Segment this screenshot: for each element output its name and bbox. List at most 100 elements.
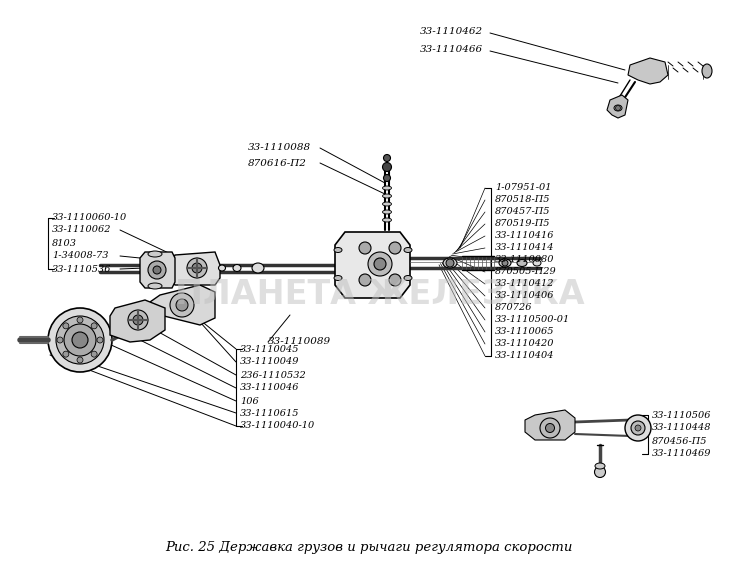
Ellipse shape	[218, 265, 226, 271]
Text: 33-1110469: 33-1110469	[652, 450, 711, 459]
Circle shape	[368, 252, 392, 276]
Ellipse shape	[404, 248, 412, 252]
Text: 33-1110040-10: 33-1110040-10	[240, 422, 315, 431]
Circle shape	[57, 337, 63, 343]
Ellipse shape	[382, 186, 391, 190]
Circle shape	[502, 260, 508, 266]
Text: 1-07951-01: 1-07951-01	[495, 184, 551, 193]
Text: 870457-П5: 870457-П5	[495, 208, 551, 216]
Circle shape	[97, 337, 103, 343]
Polygon shape	[110, 300, 165, 342]
Circle shape	[72, 332, 88, 348]
Text: 33-1110412: 33-1110412	[495, 280, 554, 288]
Ellipse shape	[382, 210, 391, 214]
Ellipse shape	[702, 64, 712, 78]
Text: 236-1110532: 236-1110532	[240, 371, 306, 379]
Polygon shape	[607, 95, 628, 118]
Text: 870456-П5: 870456-П5	[652, 436, 708, 446]
Circle shape	[133, 315, 143, 325]
Circle shape	[91, 323, 97, 329]
Text: 33-1110046: 33-1110046	[240, 383, 300, 392]
Ellipse shape	[382, 202, 391, 206]
Ellipse shape	[233, 264, 241, 272]
Ellipse shape	[517, 260, 527, 267]
Text: 870505-П29: 870505-П29	[495, 268, 556, 276]
Circle shape	[128, 310, 148, 330]
Circle shape	[635, 425, 641, 431]
Circle shape	[389, 242, 401, 254]
Ellipse shape	[252, 263, 264, 273]
Ellipse shape	[148, 251, 162, 257]
Ellipse shape	[148, 283, 162, 289]
Text: 33-1110060-10: 33-1110060-10	[52, 213, 127, 223]
Circle shape	[77, 357, 83, 363]
Text: 8103: 8103	[52, 239, 77, 248]
Ellipse shape	[382, 194, 391, 198]
Circle shape	[63, 351, 69, 357]
Text: 33-1110088: 33-1110088	[248, 144, 311, 153]
Circle shape	[170, 293, 194, 317]
Circle shape	[382, 162, 391, 172]
Text: 33-1110080: 33-1110080	[495, 256, 554, 264]
Polygon shape	[335, 232, 410, 298]
Text: 33-1110506: 33-1110506	[652, 411, 711, 419]
Circle shape	[446, 259, 454, 267]
Text: 33-1110536: 33-1110536	[52, 264, 111, 273]
Polygon shape	[150, 285, 215, 325]
Circle shape	[48, 308, 112, 372]
Circle shape	[595, 467, 605, 478]
Circle shape	[631, 421, 645, 435]
Circle shape	[153, 266, 161, 274]
Text: Рис. 25 Державка грузов и рычаги регулятора скорости: Рис. 25 Державка грузов и рычаги регулят…	[165, 542, 573, 554]
Circle shape	[374, 258, 386, 270]
Circle shape	[540, 418, 560, 438]
Circle shape	[187, 258, 207, 278]
Circle shape	[176, 299, 188, 311]
Circle shape	[77, 317, 83, 323]
Polygon shape	[525, 410, 575, 440]
Text: 33-1110414: 33-1110414	[495, 244, 554, 252]
Text: ПЛАНЕТА ЖЕЛЕЗЯКА: ПЛАНЕТА ЖЕЛЕЗЯКА	[175, 279, 584, 312]
Circle shape	[359, 274, 371, 286]
Circle shape	[384, 154, 390, 161]
Ellipse shape	[595, 463, 605, 469]
Polygon shape	[140, 252, 175, 288]
Polygon shape	[628, 58, 668, 84]
Text: 33-1110049: 33-1110049	[240, 358, 300, 367]
Text: 33-1110462: 33-1110462	[420, 27, 483, 37]
Circle shape	[56, 316, 104, 364]
Text: 870616-П2: 870616-П2	[248, 158, 307, 168]
Text: 33-1110615: 33-1110615	[240, 408, 300, 418]
Ellipse shape	[382, 218, 391, 222]
Ellipse shape	[334, 248, 342, 252]
Circle shape	[148, 261, 166, 279]
Text: 870726: 870726	[495, 304, 533, 312]
Text: 33-1110062: 33-1110062	[52, 225, 111, 235]
Text: 33-1110089: 33-1110089	[268, 337, 331, 347]
Ellipse shape	[404, 276, 412, 280]
Circle shape	[615, 105, 621, 110]
Ellipse shape	[443, 258, 457, 268]
Ellipse shape	[533, 260, 541, 266]
Circle shape	[64, 324, 96, 356]
Text: 33-1110065: 33-1110065	[495, 328, 554, 336]
Text: 33-1110416: 33-1110416	[495, 232, 554, 240]
Text: 1-34008-73: 1-34008-73	[52, 252, 108, 260]
Circle shape	[545, 423, 554, 432]
Text: 870518-П5: 870518-П5	[495, 196, 551, 205]
Circle shape	[389, 274, 401, 286]
Circle shape	[192, 263, 202, 273]
Circle shape	[63, 323, 69, 329]
Text: 33-1110404: 33-1110404	[495, 352, 554, 360]
Circle shape	[359, 242, 371, 254]
Text: 33-1110448: 33-1110448	[652, 423, 711, 432]
Circle shape	[625, 415, 651, 441]
Polygon shape	[170, 252, 220, 285]
Ellipse shape	[334, 276, 342, 280]
Text: 33-1110045: 33-1110045	[240, 344, 300, 353]
Text: 33-1110420: 33-1110420	[495, 340, 554, 348]
Text: 106: 106	[240, 396, 259, 406]
Circle shape	[91, 351, 97, 357]
Text: 33-1110406: 33-1110406	[495, 292, 554, 300]
Ellipse shape	[499, 259, 511, 267]
